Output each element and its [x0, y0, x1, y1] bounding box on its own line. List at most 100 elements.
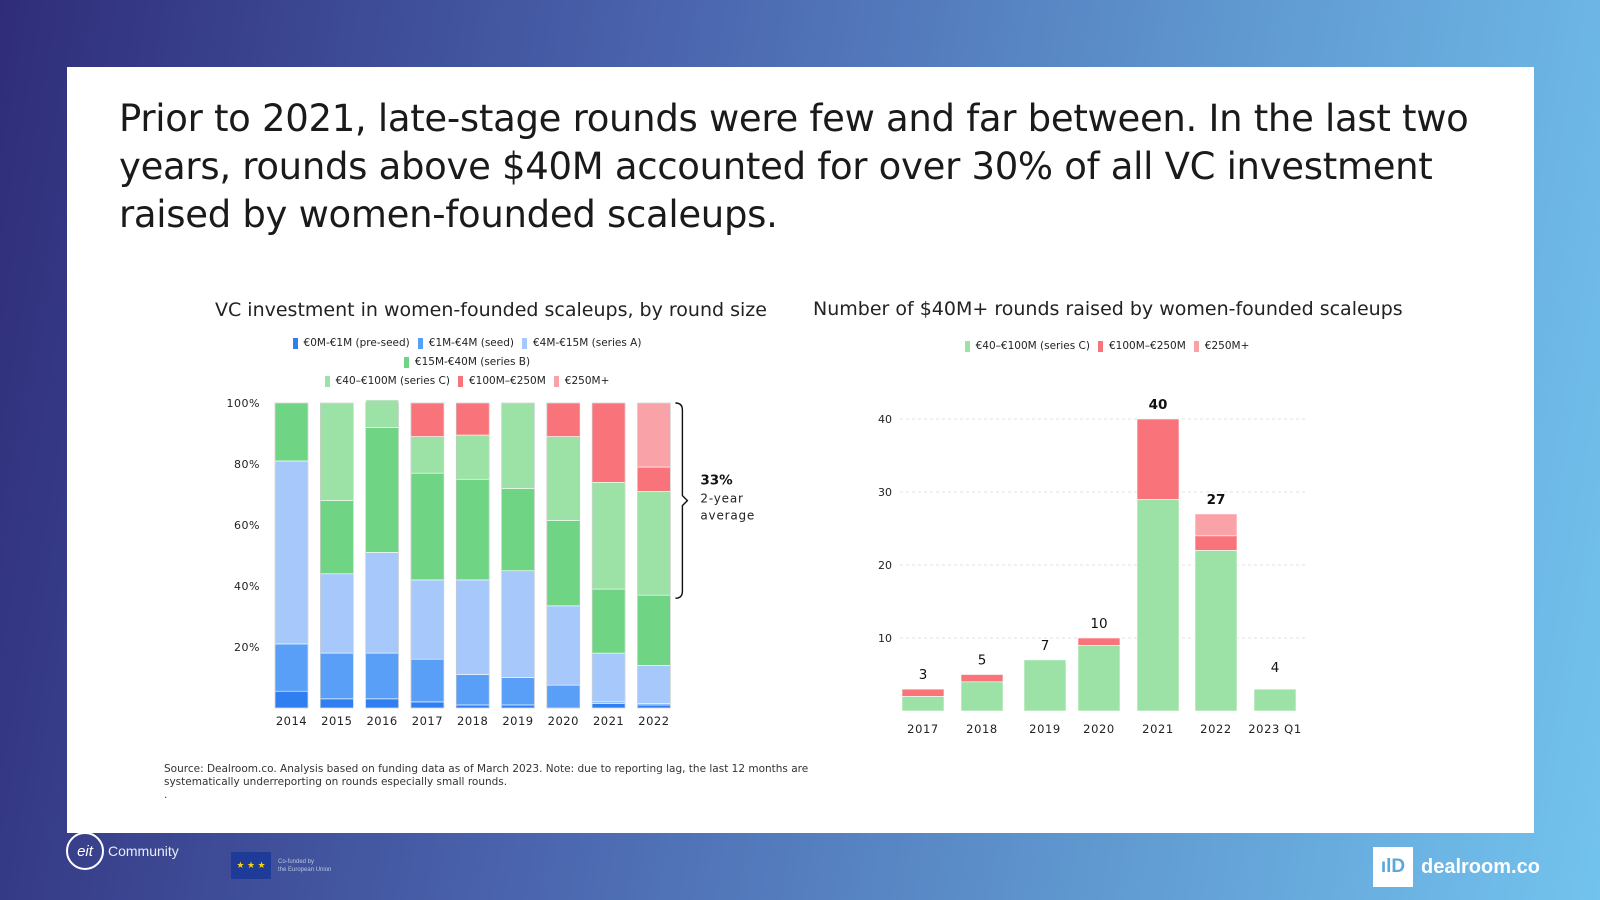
- bar-segment-2019-0m-1m-pre-seed: [501, 704, 535, 709]
- total-label: 40: [1149, 397, 1168, 413]
- source-note: Source: Dealroom.co. Analysis based on f…: [164, 763, 834, 802]
- legend-swatch: [521, 337, 527, 349]
- legend-item-4m-15m-series-a: €4M-€15M (series A): [521, 337, 642, 349]
- annotation-value: 33%: [700, 473, 733, 489]
- bar-segment-2017-0m-1m-pre-seed: [410, 701, 445, 709]
- bar-outline-2020: [546, 402, 581, 709]
- bar-segment-2020-40-100m-series-c: [1077, 644, 1121, 712]
- eit-logo-icon: eit: [66, 832, 104, 870]
- bar-outline-2022: [637, 402, 671, 709]
- bar-outline-2016: [365, 402, 399, 709]
- x-tick-label: 2017: [412, 714, 443, 728]
- headline: Prior to 2021, late-stage rounds were fe…: [119, 97, 1469, 236]
- bar-segment-2017-15m-40m-series-b: [410, 472, 445, 581]
- legend-swatch: [1193, 340, 1199, 352]
- bar-segment-2018-40-100m-series-c: [455, 434, 490, 480]
- legend-swatch: [417, 337, 423, 349]
- x-tick-label: 2019: [1029, 722, 1061, 736]
- eu-flag-icon: ★ ★ ★: [231, 852, 271, 879]
- legend-swatch: [324, 375, 330, 387]
- x-tick-label: 2015: [321, 714, 352, 728]
- legend-item-15m-40m-series-b: €15M-€40M (series B): [403, 356, 531, 368]
- bar-segment-2021-0m-1m-pre-seed: [591, 703, 626, 709]
- legend-label: €100M–€250M: [468, 375, 546, 387]
- content-panel: Prior to 2021, late-stage rounds were fe…: [67, 67, 1534, 833]
- bar-segment-2020-100m-250m: [546, 402, 581, 437]
- legend-swatch: [964, 340, 970, 352]
- bar-segment-2022-40-100m-series-c: [637, 491, 671, 596]
- dealroom-wordmark: dealroom.co: [1421, 855, 1540, 878]
- annotation-label: 2-year: [700, 492, 743, 506]
- legend-item-40-100m-series-c: €40–€100M (series C): [964, 340, 1090, 352]
- bar-segment-2022-250m: [1194, 513, 1238, 537]
- eu-cofunded-text: Co-funded by the European Union: [278, 858, 331, 874]
- x-tick-label: 2014: [276, 714, 307, 728]
- bar-segment-2019-4m-15m-series-a: [501, 570, 535, 678]
- bar-segment-2016-4m-15m-series-a: [365, 552, 399, 654]
- y-tick-label: 20%: [234, 641, 260, 654]
- bar-segment-2019-15m-40m-series-b: [501, 488, 535, 572]
- legend-label: €40–€100M (series C): [335, 375, 450, 387]
- x-tick-label: 2020: [548, 714, 579, 728]
- eu-cofunded-logo: ★ ★ ★ Co-funded by the European Union: [231, 852, 331, 879]
- bar-segment-2018-4m-15m-series-a: [455, 579, 490, 675]
- left-chart-legend: €0M-€1M (pre-seed) €1M-€4M (seed) €4M-€15M…: [237, 337, 697, 394]
- bar-segment-2016-0m-1m-pre-seed: [365, 698, 399, 709]
- total-label: 5: [978, 653, 987, 669]
- x-tick-label: 2022: [638, 714, 669, 728]
- legend-label: €15M-€40M (series B): [414, 356, 531, 368]
- x-tick-label: 2021: [1142, 722, 1174, 736]
- source-trail: .: [164, 789, 168, 801]
- legend-item-100m-250m: €100M–€250M: [457, 375, 546, 387]
- bar-outline-2015: [320, 402, 354, 709]
- bar-segment-2018-15m-40m-series-b: [455, 478, 490, 581]
- bar-segment-2015-4m-15m-series-a: [320, 573, 354, 654]
- x-tick-label: 2022: [1200, 722, 1232, 736]
- legend-item-0m-1m-pre-seed: €0M-€1M (pre-seed): [292, 337, 410, 349]
- dealroom-logo-icon: ılD: [1373, 847, 1413, 887]
- bar-segment-2019-40-100m-series-c: [501, 402, 535, 489]
- bar-segment-2019-40-100m-series-c: [1023, 659, 1067, 712]
- legend-swatch: [1097, 340, 1103, 352]
- eit-community-logo: eit Community: [66, 832, 179, 870]
- eu-text-line2: the European Union: [278, 866, 332, 873]
- bar-segment-2017-4m-15m-series-a: [410, 579, 445, 660]
- legend-item-1m-4m-seed: €1M-€4M (seed): [417, 337, 514, 349]
- x-tick-label: 2020: [1083, 722, 1115, 736]
- bar-segment-2019-1m-4m-seed: [501, 677, 535, 706]
- y-tick-label: 40: [878, 413, 892, 426]
- x-tick-label: 2019: [502, 714, 533, 728]
- legend-label: €250M+: [1204, 340, 1250, 352]
- annotation-label: average: [700, 509, 755, 523]
- eu-text-line1: Co-funded by: [278, 858, 315, 865]
- eit-logo-wordmark: Community: [108, 843, 179, 859]
- total-label: 4: [1271, 660, 1280, 676]
- bar-segment-2015-40-100m-series-c: [320, 402, 354, 501]
- bar-segment-2022-40-100m-series-c: [1194, 550, 1238, 712]
- total-label: 27: [1207, 492, 1226, 508]
- bar-segment-2015-15m-40m-series-b: [320, 500, 354, 575]
- x-tick-label: 2018: [966, 722, 998, 736]
- bar-segment-2014-1m-4m-seed: [274, 643, 309, 692]
- y-tick-label: 10: [878, 632, 892, 645]
- bar-segment-2021-4m-15m-series-a: [591, 652, 626, 703]
- legend-label: €40–€100M (series C): [975, 340, 1090, 352]
- bar-segment-2016-1m-4m-seed: [365, 652, 399, 700]
- bar-segment-2018-100m-250m: [960, 674, 1004, 683]
- legend-label: €100M–€250M: [1108, 340, 1186, 352]
- bar-segment-2018-100m-250m: [455, 402, 490, 436]
- bar-segment-2022-4m-15m-series-a: [637, 664, 671, 704]
- x-tick-label: 2017: [907, 722, 939, 736]
- legend-label: €4M-€15M (series A): [532, 337, 642, 349]
- dealroom-logo: ılD dealroom.co: [1373, 847, 1540, 887]
- y-tick-label: 20: [878, 559, 892, 572]
- bar-segment-2017-40-100m-series-c: [410, 436, 445, 474]
- bar-segment-2014-4m-15m-series-a: [274, 460, 309, 645]
- bar-outline-2019: [501, 402, 535, 709]
- legend-swatch: [292, 337, 298, 349]
- bar-outline-2017: [410, 402, 445, 709]
- right-stacked-bar-chart: 10 20 30 40 3 2017 5 2018 7 2019 10 2020 40 2021 27 202…: [878, 397, 1305, 736]
- legend-swatch: [403, 356, 409, 368]
- total-label: 10: [1090, 616, 1107, 632]
- x-tick-label: 2016: [366, 714, 397, 728]
